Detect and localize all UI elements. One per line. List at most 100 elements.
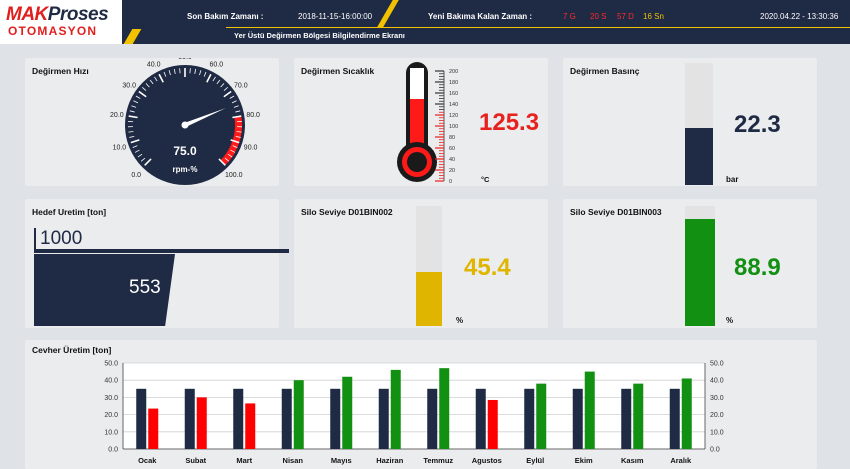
gauge-tick bbox=[134, 149, 140, 153]
gauge-tick bbox=[132, 145, 138, 149]
chart-bar-series2 bbox=[148, 408, 159, 449]
silo1-unit: % bbox=[456, 316, 464, 325]
gauge-tick bbox=[158, 73, 164, 83]
chart-bar-series1 bbox=[475, 388, 486, 449]
gauge-tick-label: 90.0 bbox=[244, 144, 258, 151]
thermometer-tick-label: 160 bbox=[449, 91, 458, 97]
target-value: 1000 bbox=[40, 228, 83, 249]
silo1-title: Silo Seviye D01BIN002 bbox=[301, 207, 393, 217]
thermometer: 0 20 40 60 80 100 120 140 160 180 200 bbox=[397, 62, 458, 185]
chart-xtick-label: Haziran bbox=[376, 456, 404, 465]
page-subtitle: Yer Üstü Değirmen Bölgesi Bilgilendirme … bbox=[234, 31, 405, 40]
gauge-tick bbox=[129, 135, 135, 138]
gauge-tick bbox=[203, 71, 207, 77]
gauge-tick bbox=[137, 153, 143, 158]
actual-value: 553 bbox=[129, 277, 161, 298]
pressure-panel: Değirmen Basınç 22.3 bar bbox=[563, 58, 817, 186]
chart-ytick-right: 50.0 bbox=[710, 361, 724, 368]
gauge-tick bbox=[131, 105, 137, 108]
gauge-tick-label: 80.0 bbox=[246, 112, 260, 119]
chart-xtick-label: Subat bbox=[185, 456, 206, 465]
gauge-red-zone bbox=[220, 116, 242, 166]
silo2-title: Silo Seviye D01BIN003 bbox=[570, 207, 662, 217]
gauge-tick bbox=[144, 158, 152, 166]
gauge-tick bbox=[135, 95, 141, 99]
gauge-tick bbox=[154, 76, 158, 82]
gauge-tick bbox=[231, 100, 237, 104]
decor-stripe-mid bbox=[377, 0, 399, 27]
gauge-tick bbox=[128, 115, 138, 119]
chart-bar-series2 bbox=[584, 371, 595, 449]
silo2-value: 88.9 bbox=[734, 254, 781, 281]
company-logo: MAKProses OTOMASYON bbox=[0, 0, 122, 44]
thermometer-tick-label: 20 bbox=[449, 168, 455, 174]
gauge-tick bbox=[230, 139, 240, 144]
gauge-tick bbox=[235, 110, 241, 113]
gauge-needle bbox=[184, 108, 226, 128]
chart-bar-series1 bbox=[281, 388, 292, 449]
chart-xtick-label: Kasım bbox=[621, 456, 644, 465]
pressure-value: 22.3 bbox=[734, 111, 781, 138]
gauge-tick bbox=[232, 145, 238, 149]
silo1-value: 45.4 bbox=[464, 254, 511, 281]
chart-bar-series1 bbox=[572, 388, 583, 449]
thermometer-tick-label: 60 bbox=[449, 146, 455, 152]
gauge-tick bbox=[212, 76, 216, 82]
gauge-tick bbox=[163, 71, 167, 77]
production-chart-panel: Cevher Üretim [ton] 0.0 0.0 10.0 10.0 20.0 20… bbox=[25, 340, 817, 469]
gauge-tick bbox=[199, 70, 202, 76]
chart-xtick-label: Ekim bbox=[575, 456, 593, 465]
chart-xtick-label: Eylül bbox=[526, 456, 544, 465]
speed-gauge: 0.0 10.0 20.0 30.0 40.0 50.0 60.0 70.0 80.0 90.0 1… bbox=[110, 58, 260, 185]
chart-ytick-left: 30.0 bbox=[104, 395, 118, 402]
chart-bar-series2 bbox=[342, 376, 353, 449]
gauge-tick-label: 40.0 bbox=[147, 62, 161, 69]
gauge-tick-label: 70.0 bbox=[234, 82, 248, 89]
chart-bar-series1 bbox=[669, 388, 680, 449]
chart-bar-series2 bbox=[245, 403, 256, 449]
speed-panel: Değirmen Hızı 0.0 10.0 20.0 30.0 40.0 50.0 60.… bbox=[25, 58, 279, 186]
gauge-tick bbox=[235, 135, 241, 138]
actual-production-shape bbox=[34, 254, 175, 326]
silo2-bar-track bbox=[685, 206, 715, 326]
gauge-needle-hub bbox=[181, 121, 189, 129]
chart-bar-series2 bbox=[536, 383, 547, 449]
gauge-tick-label: 0.0 bbox=[131, 172, 141, 179]
remaining-minutes: 57 D bbox=[617, 12, 634, 21]
pressure-bar-fill bbox=[685, 127, 713, 185]
gauge-tick bbox=[194, 68, 197, 74]
gauge-tick-label: 60.0 bbox=[210, 62, 224, 69]
chart-xtick-label: Mayıs bbox=[331, 456, 352, 465]
chart-plot-area bbox=[123, 363, 705, 449]
remaining-days: 7 G bbox=[563, 12, 576, 21]
pressure-bar-track bbox=[685, 63, 713, 185]
temperature-title: Değirmen Sıcaklık bbox=[301, 66, 375, 76]
chart-xtick-label: Ocak bbox=[138, 456, 157, 465]
thermometer-tick-label: 40 bbox=[449, 157, 455, 163]
chart-bar-series1 bbox=[233, 388, 244, 449]
last-maintenance-value: 2018-11-15-16:00:00 bbox=[298, 12, 373, 21]
gauge-tick bbox=[141, 87, 147, 91]
gauge-tick bbox=[129, 110, 135, 113]
remaining-seconds: 16 Sn bbox=[643, 12, 664, 21]
thermometer-tick-label: 200 bbox=[449, 69, 458, 75]
target-axis bbox=[34, 228, 36, 251]
chart-ytick-right: 20.0 bbox=[710, 412, 724, 419]
target-panel: Hedef Uretim [ton] 1000 553 bbox=[25, 199, 289, 328]
gauge-tick bbox=[229, 95, 235, 99]
chart-bar-series1 bbox=[184, 388, 195, 449]
chart-bar-series2 bbox=[439, 368, 450, 449]
gauge-tick bbox=[128, 131, 134, 133]
gauge-tick bbox=[232, 115, 242, 119]
next-maintenance-label: Yeni Bakıma Kalan Zaman : bbox=[428, 12, 533, 21]
thermometer-bulb-core bbox=[407, 152, 427, 172]
thermometer-tick-label: 120 bbox=[449, 113, 458, 119]
gauge-tick-label: 20.0 bbox=[110, 112, 124, 119]
gauge-tick bbox=[224, 157, 230, 162]
silo2-unit: % bbox=[726, 316, 734, 325]
chart-bar-series2 bbox=[681, 378, 692, 449]
gauge-tick bbox=[140, 157, 146, 162]
silo1-bar-fill bbox=[416, 271, 442, 326]
pressure-unit: bar bbox=[726, 175, 739, 184]
